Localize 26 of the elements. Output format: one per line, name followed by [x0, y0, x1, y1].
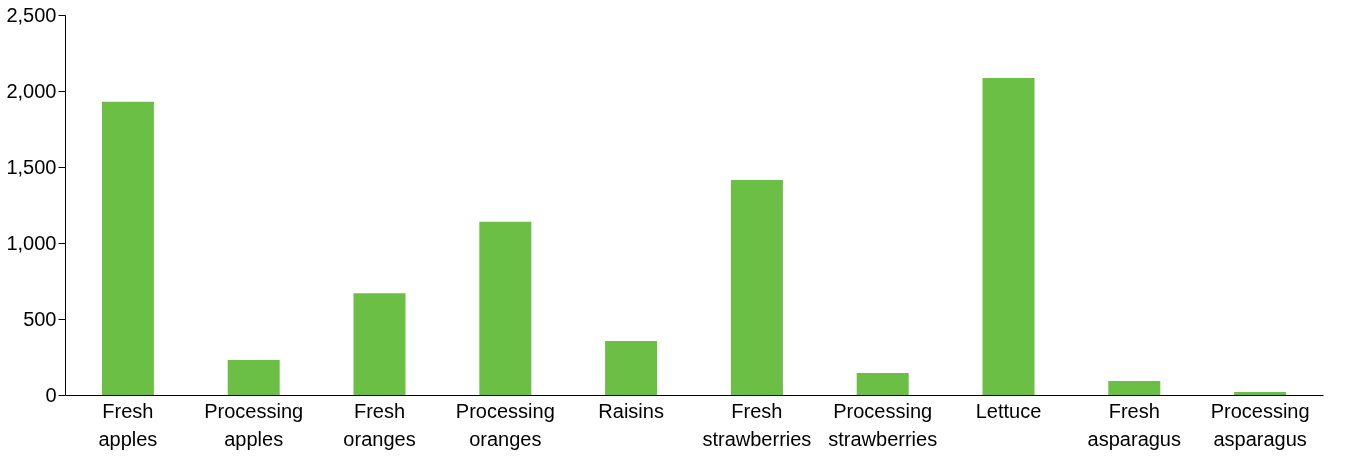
x-tick-label: Lettuce [975, 399, 1042, 422]
x-tick-label: Fresh asparagus [1087, 399, 1181, 450]
bar [605, 341, 658, 395]
bar [353, 293, 406, 395]
y-tick-label: 1,500 [6, 155, 57, 178]
y-tick-label: 500 [23, 307, 57, 330]
x-tick-label: Processing apples [204, 399, 304, 450]
x-tick-label: Fresh strawberries [702, 399, 812, 450]
bar [479, 221, 532, 395]
bar [730, 179, 783, 395]
bar [227, 360, 280, 395]
bar [982, 78, 1035, 395]
x-tick-label: Raisins [598, 399, 664, 422]
x-tick-label: Processing oranges [455, 399, 555, 450]
y-tick-label: 1,000 [6, 231, 57, 254]
x-tick-label: Fresh oranges [343, 399, 416, 450]
x-tick-label: Processing asparagus [1210, 399, 1310, 450]
y-tick-label: 2,500 [6, 3, 57, 26]
bar [856, 372, 909, 395]
y-tick-label: 0 [45, 383, 57, 406]
x-tick-label: Processing strawberries [828, 399, 938, 450]
y-tick-label: 2,000 [6, 79, 57, 102]
bar [1108, 381, 1161, 395]
bar [101, 101, 154, 395]
x-tick-label: Fresh apples [98, 399, 158, 450]
bar [1234, 391, 1287, 395]
